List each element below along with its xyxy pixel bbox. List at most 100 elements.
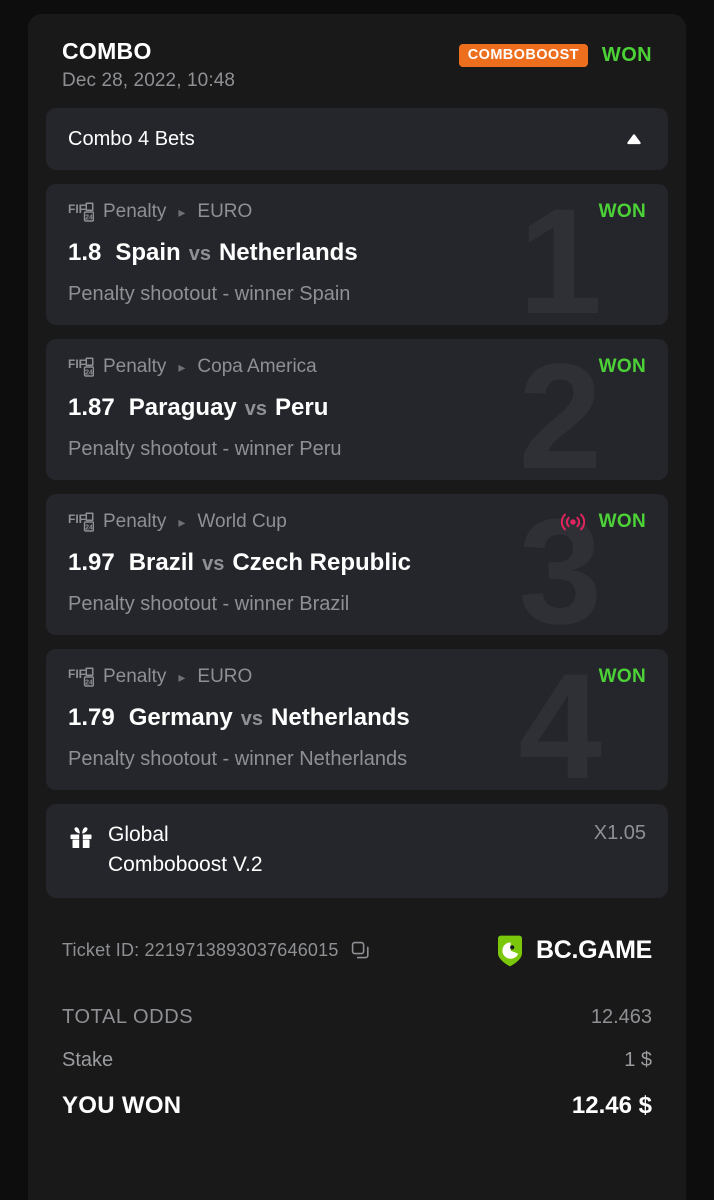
bet-status: WON [598, 666, 646, 687]
totals-section: TOTAL ODDS 12.463 Stake 1 $ YOU WON 12.4… [46, 986, 668, 1130]
total-odds-line: TOTAL ODDS 12.463 [62, 996, 652, 1039]
bet-status: WON [598, 511, 646, 532]
bet-league: Copa America [197, 356, 317, 377]
bet-header: FIF 24 Penalty ▸ EURO WON [68, 201, 646, 223]
bet-header: FIF 24 Penalty ▸ Copa America WON [68, 356, 646, 378]
you-won-label: YOU WON [62, 1091, 182, 1119]
bet-odds: 1.79 [68, 704, 115, 731]
bet-league-group: FIF 24 Penalty ▸ Copa America [68, 356, 317, 378]
svg-text:24: 24 [85, 214, 93, 221]
you-won-line: YOU WON 12.46 $ [62, 1082, 652, 1130]
caret-up-icon[interactable] [622, 127, 646, 151]
bet-status-group: WON [559, 511, 646, 533]
svg-text:FIF: FIF [68, 512, 86, 526]
brand: BC.GAME [494, 934, 652, 968]
bet-row[interactable]: 3 FIF 24 Penalty ▸ World Cup [46, 494, 668, 635]
stake-label: Stake [62, 1048, 114, 1071]
ticket-id-row: Ticket ID: 2219713893037646015 BC [46, 912, 668, 986]
bet-status-group: WON [599, 666, 646, 688]
stake-value: 1 $ [624, 1048, 652, 1071]
bc-game-logo [494, 934, 526, 968]
comboboost-badge: COMBOBOOST [458, 44, 588, 67]
combo-toggle-bar[interactable]: Combo 4 Bets [46, 108, 668, 170]
ticket-id-left: Ticket ID: 2219713893037646015 [62, 940, 371, 961]
bet-status-group: WON [599, 201, 646, 223]
svg-text:FIF: FIF [68, 202, 86, 216]
bet-vs-label: vs [202, 553, 225, 575]
bet-selection: 1.87 Paraguay vs Peru [68, 394, 646, 422]
bet-league-group: FIF 24 Penalty ▸ EURO [68, 201, 252, 223]
bet-away-team: Netherlands [271, 704, 410, 731]
svg-text:FIF: FIF [68, 357, 86, 371]
bet-status-group: WON [599, 356, 646, 378]
bet-category: Penalty [103, 666, 167, 687]
stake-line: Stake 1 $ [62, 1039, 652, 1082]
ticket-date: Dec 28, 2022, 10:48 [62, 70, 236, 91]
bet-market: Penalty shootout - winner Brazil [68, 593, 350, 615]
boost-multiplier: X1.05 [593, 822, 646, 844]
bet-league: EURO [197, 666, 253, 687]
bet-home-team: Brazil [128, 549, 195, 576]
boost-line-2: Comboboost V.2 [108, 852, 263, 876]
header-right: COMBOBOOST WON [458, 38, 652, 67]
bet-selection: 1.79 Germany vs Netherlands [68, 704, 646, 732]
gift-icon [68, 820, 94, 850]
bet-category: Penalty [103, 356, 167, 377]
bet-separator-icon: ▸ [178, 203, 186, 220]
boost-left: Global Comboboost V.2 [68, 820, 263, 880]
bet-market: Penalty shootout - winner Peru [68, 438, 342, 460]
boost-text: Global Comboboost V.2 [108, 820, 263, 880]
bet-status: WON [598, 356, 646, 377]
bet-market: Penalty shootout - winner Spain [68, 283, 351, 305]
bet-vs-label: vs [244, 398, 268, 420]
total-odds-label: TOTAL ODDS [62, 1005, 194, 1028]
bet-status: WON [598, 201, 646, 222]
bet-odds: 1.87 [68, 394, 115, 421]
svg-text:24: 24 [85, 524, 93, 531]
fifa-24-icon: FIF 24 [68, 666, 94, 688]
ticket-card: COMBO Dec 28, 2022, 10:48 COMBOBOOST WON… [28, 14, 686, 1200]
bet-home-team: Spain [115, 239, 181, 266]
svg-text:24: 24 [85, 369, 93, 376]
global-comboboost-row[interactable]: Global Comboboost V.2 X1.05 [46, 804, 668, 898]
bet-selection: 1.97 Brazil vs Czech Republic [68, 549, 646, 577]
bet-header: FIF 24 Penalty ▸ EURO WON [68, 666, 646, 688]
bet-league-group: FIF 24 Penalty ▸ EURO [68, 666, 252, 688]
fifa-24-icon: FIF 24 [68, 356, 94, 378]
bet-home-team: Germany [128, 704, 233, 731]
bet-selection: 1.8 Spain vs Netherlands [68, 239, 646, 267]
bet-header: FIF 24 Penalty ▸ World Cup [68, 511, 646, 533]
bet-vs-label: vs [240, 708, 264, 730]
ticket-status-badge: WON [601, 44, 652, 66]
bet-league: World Cup [197, 511, 287, 532]
boost-line-1: Global [108, 823, 169, 846]
svg-text:24: 24 [85, 679, 93, 686]
bet-league: EURO [197, 201, 253, 222]
bet-odds: 1.8 [68, 239, 102, 266]
bet-odds: 1.97 [68, 549, 115, 576]
ticket-id-label: Ticket ID: 2219713893037646015 [62, 940, 339, 961]
combo-bar-label: Combo 4 Bets [68, 127, 195, 150]
bet-away-team: Peru [275, 394, 329, 421]
brand-name: BC.GAME [536, 936, 652, 965]
bet-separator-icon: ▸ [178, 358, 186, 375]
bet-separator-icon: ▸ [178, 513, 186, 530]
copy-icon[interactable] [351, 941, 371, 961]
bet-row[interactable]: 4 FIF 24 Penalty ▸ EURO [46, 649, 668, 790]
you-won-value: 12.46 $ [571, 1091, 652, 1119]
header-left: COMBO Dec 28, 2022, 10:48 [62, 38, 235, 92]
bet-separator-icon: ▸ [178, 668, 186, 685]
bet-category: Penalty [103, 201, 167, 222]
live-broadcast-icon [559, 511, 587, 533]
fifa-24-icon: FIF 24 [68, 511, 94, 533]
bet-home-team: Paraguay [128, 394, 237, 421]
bet-away-team: Czech Republic [232, 549, 412, 576]
bet-market: Penalty shootout - winner Netherlands [68, 748, 408, 770]
bet-row[interactable]: 1 FIF 24 Penalty ▸ EURO [46, 184, 668, 325]
page-title: COMBO [62, 38, 152, 64]
total-odds-value: 12.463 [590, 1005, 652, 1028]
bet-away-team: Netherlands [218, 239, 358, 266]
ticket-header: COMBO Dec 28, 2022, 10:48 COMBOBOOST WON [46, 30, 668, 108]
bet-row[interactable]: 2 FIF 24 Penalty ▸ Copa America [46, 339, 668, 480]
